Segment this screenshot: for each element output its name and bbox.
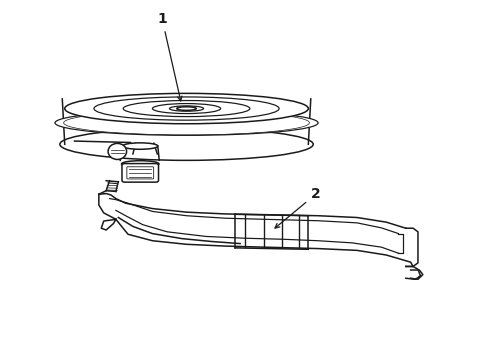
- Ellipse shape: [65, 93, 308, 124]
- Text: 2: 2: [275, 187, 320, 228]
- FancyBboxPatch shape: [122, 163, 159, 182]
- Ellipse shape: [108, 143, 126, 159]
- Ellipse shape: [152, 104, 220, 113]
- Ellipse shape: [55, 111, 318, 135]
- Ellipse shape: [60, 128, 313, 160]
- Ellipse shape: [94, 97, 279, 120]
- Ellipse shape: [122, 161, 159, 167]
- Ellipse shape: [177, 107, 196, 111]
- Ellipse shape: [122, 143, 158, 149]
- Ellipse shape: [170, 106, 203, 111]
- Text: 1: 1: [157, 12, 182, 101]
- Ellipse shape: [123, 100, 250, 117]
